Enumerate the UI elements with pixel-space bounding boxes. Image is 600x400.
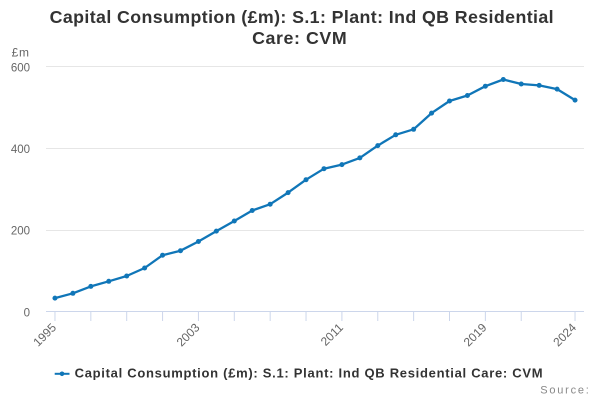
- svg-text:Care: CVM: Care: CVM: [252, 28, 347, 48]
- svg-text:Capital Consumption (£m): S.1:: Capital Consumption (£m): S.1: Plant: In…: [50, 7, 554, 27]
- svg-text:2003: 2003: [174, 320, 203, 349]
- svg-text:0: 0: [24, 307, 30, 319]
- svg-text:1995: 1995: [30, 320, 59, 349]
- svg-text:200: 200: [11, 226, 30, 238]
- svg-text:£m: £m: [12, 46, 29, 60]
- svg-text:600: 600: [11, 62, 30, 74]
- svg-text:2019: 2019: [461, 320, 490, 349]
- svg-text:Source:: Source:: [540, 384, 589, 396]
- svg-text:2024: 2024: [550, 320, 579, 349]
- svg-text:Capital Consumption (£m): S.1:: Capital Consumption (£m): S.1: Plant: In…: [75, 365, 543, 380]
- svg-text:2011: 2011: [318, 320, 346, 348]
- svg-text:400: 400: [11, 144, 30, 156]
